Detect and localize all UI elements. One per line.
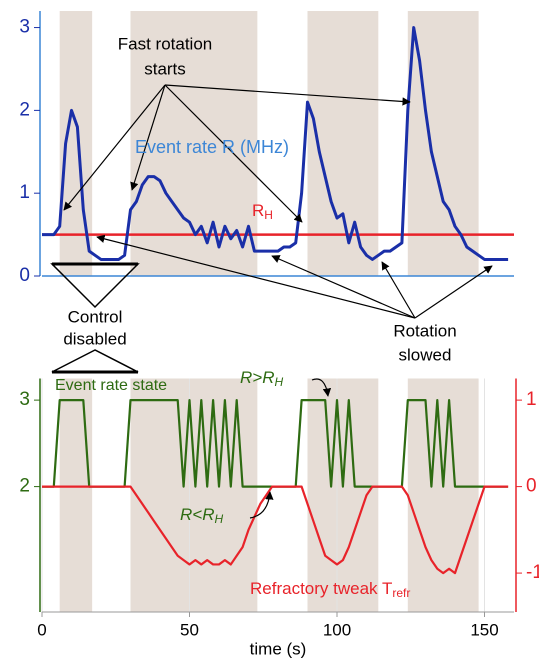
annotations: Fast rotation starts Event rate R (MHz) … bbox=[50, 34, 493, 658]
x-axis-title: time (s) bbox=[250, 639, 307, 658]
arrow bbox=[311, 378, 332, 397]
series-label: Refractory tweak Trefr bbox=[250, 579, 410, 600]
shaded-interval bbox=[59, 378, 93, 612]
annotation: Control bbox=[68, 307, 123, 326]
shaded-interval bbox=[407, 378, 479, 612]
label-sub: H bbox=[274, 375, 283, 389]
annotation: Rotation bbox=[393, 321, 456, 340]
x-tick-label: 50 bbox=[180, 620, 199, 639]
threshold-label: RH bbox=[252, 201, 273, 222]
label-sub: H bbox=[214, 512, 223, 526]
annotation: slowed bbox=[399, 345, 452, 364]
label-sub: H bbox=[264, 208, 273, 222]
annotation: starts bbox=[144, 59, 186, 78]
label-main: R bbox=[252, 201, 264, 220]
annotation: disabled bbox=[63, 329, 126, 348]
arrow bbox=[96, 234, 416, 319]
arrow bbox=[164, 84, 411, 106]
arrow bbox=[249, 491, 274, 519]
annotation: Fast rotation bbox=[118, 34, 213, 53]
y-tick-label: 1 bbox=[19, 182, 30, 203]
x-tick-label: 100 bbox=[323, 620, 351, 639]
arrow bbox=[381, 261, 416, 319]
arrow bbox=[414, 265, 493, 319]
label-main: Refractory tweak T bbox=[250, 579, 392, 598]
plot-area: 0 1 2 3 0 50 100 150 2 3 -1 0 1 bbox=[19, 11, 539, 639]
annotation: R>RH bbox=[240, 368, 283, 389]
y2-tick-label: 0 bbox=[526, 476, 537, 497]
arrow bbox=[164, 84, 303, 223]
y2-tick-label: -1 bbox=[526, 562, 539, 583]
annotation: R<RH bbox=[180, 505, 223, 526]
x-tick-label: 150 bbox=[470, 620, 498, 639]
series-line bbox=[42, 485, 509, 575]
arrow bbox=[63, 84, 166, 211]
label-main: R<R bbox=[180, 505, 214, 524]
y-tick-label: 0 bbox=[19, 265, 30, 286]
label-main: R>R bbox=[240, 368, 274, 387]
y-tick-label: 2 bbox=[19, 476, 30, 497]
label-sub: refr bbox=[392, 586, 410, 600]
y2-tick-label: 1 bbox=[526, 389, 537, 410]
series-label: Event rate state bbox=[55, 377, 167, 394]
series-line bbox=[42, 26, 509, 261]
series-label: Event rate R (MHz) bbox=[135, 137, 289, 157]
y-tick-label: 2 bbox=[19, 99, 30, 120]
arrow bbox=[271, 255, 416, 319]
arrow bbox=[130, 84, 166, 191]
y-tick-label: 3 bbox=[19, 17, 30, 38]
y-tick-label: 3 bbox=[19, 389, 30, 410]
triangle bbox=[51, 349, 139, 373]
x-tick-label: 0 bbox=[37, 620, 46, 639]
